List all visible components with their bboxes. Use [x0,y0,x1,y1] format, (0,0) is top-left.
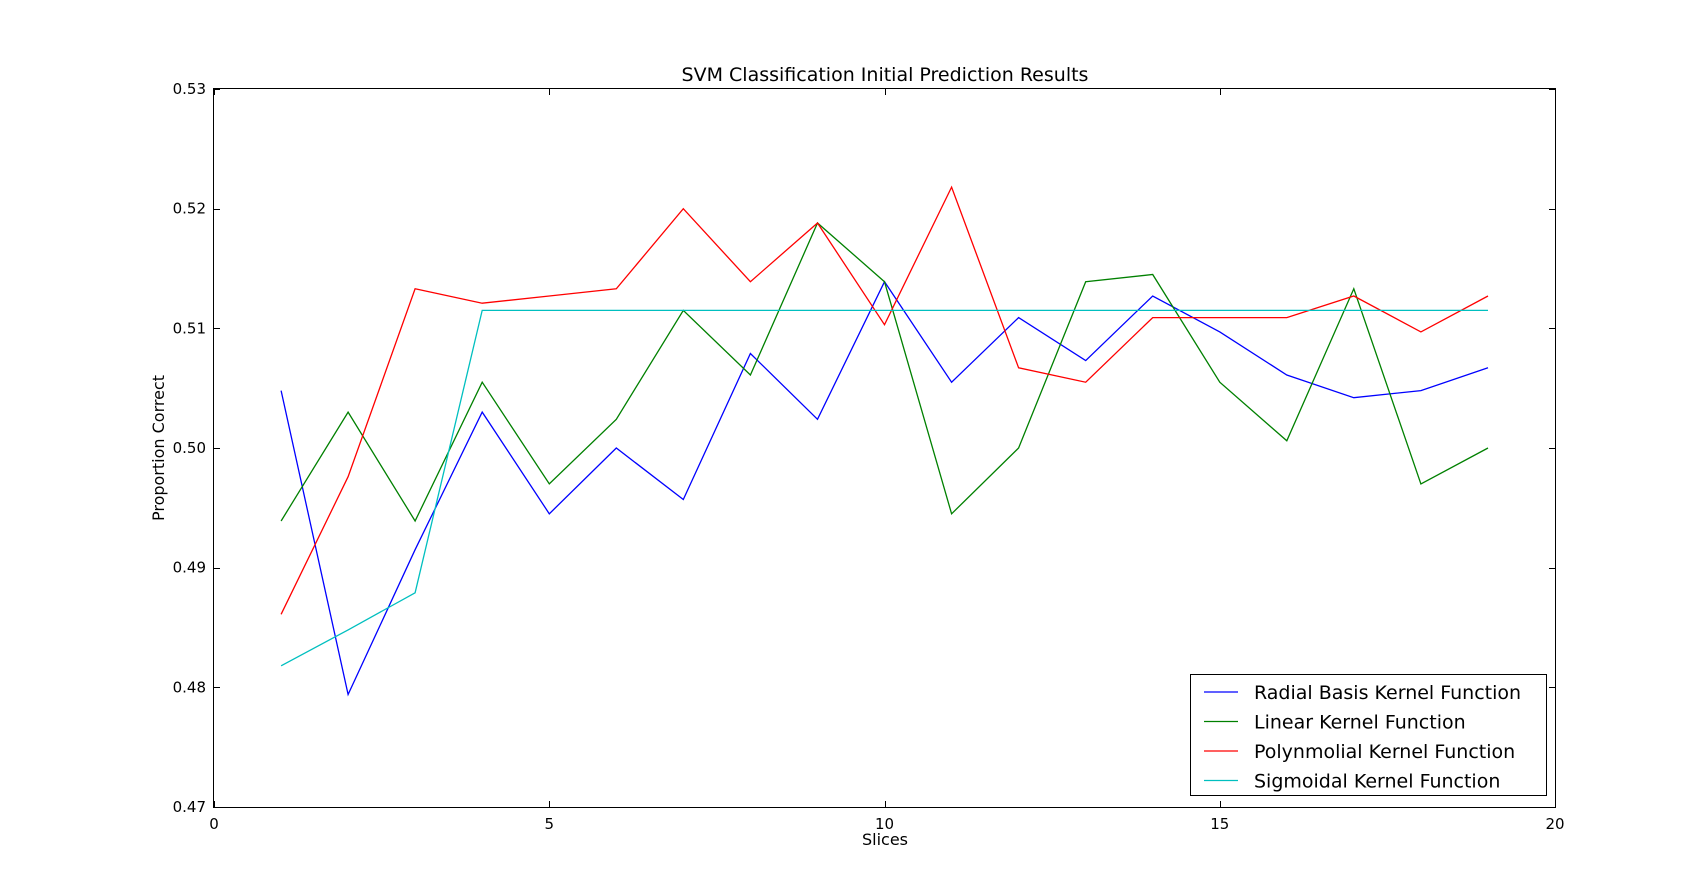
series-line-3 [280,185,1489,615]
legend-label-2: Linear Kernel Function [1254,712,1466,734]
x-tick-label: 15 [1210,815,1229,833]
x-axis: 0 5 10 15 20 [209,89,1565,833]
legend-label-4: Sigmoidal Kernel Function [1254,771,1500,793]
y-tick-label: 0.49 [173,559,206,577]
x-tick-label: 20 [1545,815,1564,833]
y-axis: 0.47 0.48 0.49 0.50 0.51 0.52 0.53 [173,80,1555,816]
legend-box [1190,674,1547,796]
y-tick-label: 0.48 [173,678,206,696]
chart-title: SVM Classification Initial Prediction Re… [682,64,1089,86]
x-tick-label: 0 [209,815,219,833]
series-line-4 [280,309,1488,667]
series-line-2 [280,221,1489,523]
y-tick-label: 0.53 [173,80,206,98]
x-tick-label: 10 [875,815,894,833]
legend: Radial Basis Kernel Function Linear Kerne… [1190,674,1547,796]
y-tick-label: 0.50 [173,439,206,457]
y-tick-label: 0.47 [173,798,206,816]
y-axis-label: Proportion Correct [149,375,168,521]
y-tick-label: 0.51 [173,319,206,337]
legend-label-3: Polynmolial Kernel Function [1254,741,1515,763]
legend-label-1: Radial Basis Kernel Function [1254,682,1521,704]
x-axis-label: Slices [862,830,908,849]
plot-frame [213,88,1556,808]
x-tick-label: 5 [544,815,554,833]
series-layer [280,185,1489,697]
y-tick-label: 0.52 [173,200,206,218]
